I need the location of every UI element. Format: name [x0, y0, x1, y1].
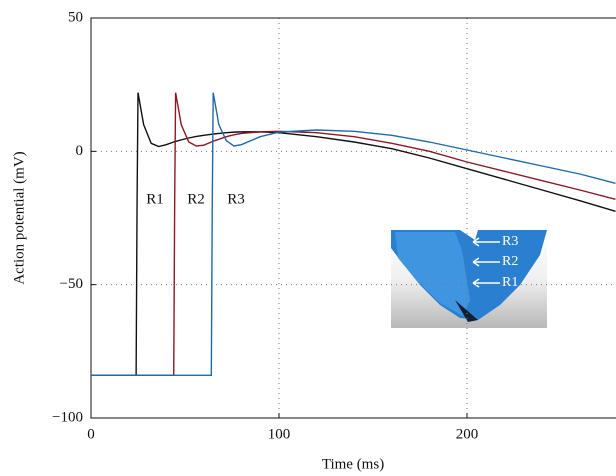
inset-label: R2 [502, 254, 518, 269]
y-tick-label: −50 [60, 276, 83, 292]
y-tick-label: −100 [52, 409, 83, 425]
curve-annotation: R2 [187, 191, 205, 207]
curve-annotation: R3 [227, 191, 245, 207]
inset-image: R3 R2 R1 [391, 230, 547, 328]
x-tick-label: 100 [268, 426, 291, 442]
x-axis-label: Time (ms) [322, 456, 384, 472]
inset-label: R1 [502, 275, 518, 290]
inset-label: R3 [502, 234, 518, 249]
heart-apex [455, 300, 478, 322]
series-line [91, 92, 616, 377]
curve-annotation: R1 [146, 191, 164, 207]
y-axis-label: Action potential (mV) [11, 151, 27, 284]
axes-frame [90, 17, 616, 419]
x-tick-label: 200 [456, 426, 479, 442]
y-tick-label: 0 [76, 143, 84, 159]
plot-lines [91, 92, 616, 377]
y-tick-label: 50 [68, 9, 83, 25]
x-tick-label: 0 [87, 426, 95, 442]
heart-chamber [395, 232, 470, 316]
